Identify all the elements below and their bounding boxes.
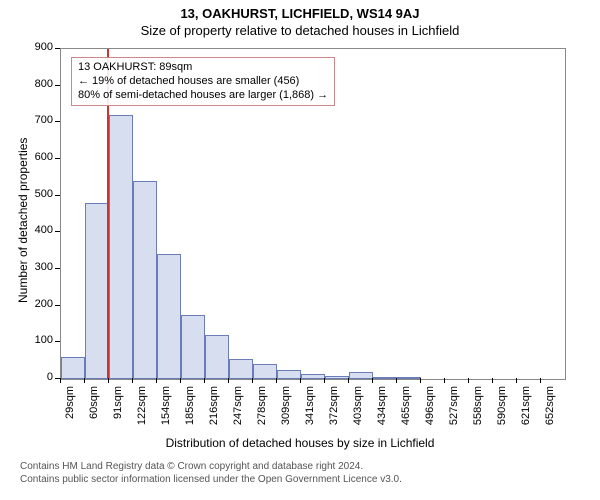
x-tick-label: 403sqm [352,386,364,430]
y-tick-label: 900 [25,41,53,53]
x-tick-mark [396,378,397,383]
x-tick-mark [204,378,205,383]
y-tick-mark [55,158,60,159]
x-tick-label: 247sqm [232,386,244,430]
info-box-line: 13 OAKHURST: 89sqm [78,61,328,75]
y-tick-mark [55,121,60,122]
y-tick-label: 0 [25,371,53,383]
x-tick-mark [252,378,253,383]
x-tick-mark [324,378,325,383]
chart-subtitle: Size of property relative to detached ho… [0,21,600,42]
y-tick-label: 200 [25,298,53,310]
x-tick-mark [132,378,133,383]
x-tick-mark [228,378,229,383]
x-tick-label: 372sqm [328,386,340,430]
x-tick-label: 216sqm [208,386,220,430]
x-tick-mark [300,378,301,383]
x-tick-mark [156,378,157,383]
y-tick-label: 600 [25,151,53,163]
x-tick-label: 465sqm [400,386,412,430]
x-tick-label: 621sqm [520,386,532,430]
x-tick-label: 122sqm [136,386,148,430]
x-tick-label: 91sqm [112,386,124,430]
histogram-bar [85,203,109,379]
footer-line-2: Contains public sector information licen… [20,473,402,486]
histogram-bar [373,377,397,379]
x-tick-mark [108,378,109,383]
info-box-line: ← 19% of detached houses are smaller (45… [78,75,328,89]
x-tick-label: 154sqm [160,386,172,430]
footer-line-1: Contains HM Land Registry data © Crown c… [20,460,402,473]
x-tick-label: 434sqm [376,386,388,430]
x-tick-mark [276,378,277,383]
histogram-bar [277,370,301,379]
y-tick-label: 300 [25,261,53,273]
y-tick-label: 100 [25,334,53,346]
x-tick-mark [180,378,181,383]
page-title-address: 13, OAKHURST, LICHFIELD, WS14 9AJ [0,0,600,21]
x-tick-label: 652sqm [544,386,556,430]
x-tick-mark [420,378,421,383]
y-tick-mark [55,268,60,269]
y-tick-mark [55,85,60,86]
x-tick-mark [444,378,445,383]
x-tick-label: 527sqm [448,386,460,430]
y-tick-label: 400 [25,224,53,236]
x-tick-mark [84,378,85,383]
y-tick-label: 500 [25,188,53,200]
histogram-bar [109,115,133,379]
histogram-bar [301,374,325,380]
x-tick-label: 341sqm [304,386,316,430]
info-box-line: 80% of semi-detached houses are larger (… [78,89,328,103]
x-tick-mark [372,378,373,383]
x-tick-mark [348,378,349,383]
histogram-bar [157,254,181,379]
x-tick-mark [540,378,541,383]
x-tick-mark [516,378,517,383]
footer-attribution: Contains HM Land Registry data © Crown c… [20,460,402,486]
y-tick-mark [55,195,60,196]
histogram-bar [349,372,373,379]
info-box: 13 OAKHURST: 89sqm← 19% of detached hous… [71,57,335,106]
histogram-bar [397,377,421,379]
y-tick-mark [55,305,60,306]
y-tick-mark [55,231,60,232]
histogram-bar [133,181,157,379]
histogram-bar [229,359,253,379]
histogram-bar [181,315,205,379]
x-tick-mark [468,378,469,383]
histogram-bar [253,364,277,379]
histogram-bar [61,357,85,379]
x-tick-label: 278sqm [256,386,268,430]
x-tick-label: 29sqm [64,386,76,430]
chart-container: 13, OAKHURST, LICHFIELD, WS14 9AJ Size o… [0,0,600,500]
y-tick-label: 700 [25,114,53,126]
y-tick-mark [55,341,60,342]
x-tick-label: 60sqm [88,386,100,430]
x-tick-label: 185sqm [184,386,196,430]
histogram-bar [325,376,349,379]
x-axis-label: Distribution of detached houses by size … [0,436,600,450]
x-tick-mark [60,378,61,383]
histogram-bar [205,335,229,379]
x-tick-label: 590sqm [496,386,508,430]
plot-area: 13 OAKHURST: 89sqm← 19% of detached hous… [60,48,566,380]
y-tick-label: 800 [25,78,53,90]
x-tick-label: 309sqm [280,386,292,430]
x-tick-label: 496sqm [424,386,436,430]
x-tick-label: 558sqm [472,386,484,430]
y-tick-mark [55,48,60,49]
x-tick-mark [492,378,493,383]
